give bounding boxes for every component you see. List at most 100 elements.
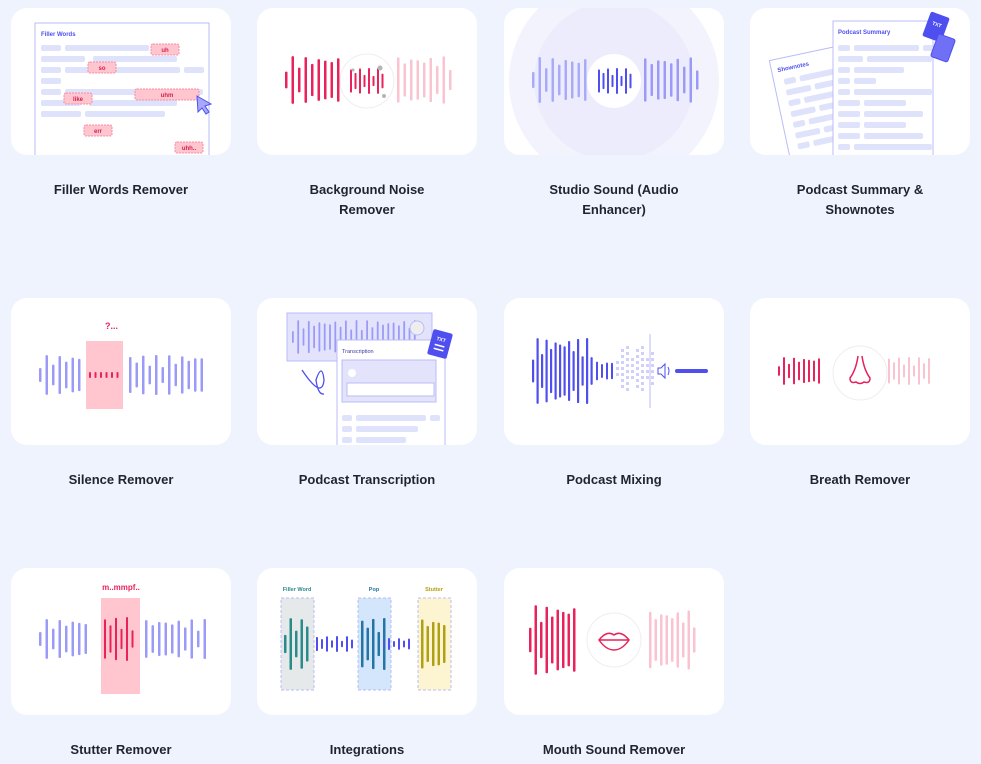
wave-bar [177, 620, 180, 658]
doc-heading: Filler Words [41, 32, 76, 38]
tool-title[interactable]: Studio Sound (Audio Enhancer) [549, 182, 679, 217]
wave-bar [625, 68, 627, 94]
wave-bar [337, 58, 340, 102]
wave-bar [536, 338, 539, 404]
wave-bar [558, 64, 561, 96]
wave-bar [388, 638, 390, 650]
text-placeholder [342, 437, 352, 443]
tool-card-podcast-transcription[interactable]: Transcription TXT Podcast Transcription [257, 298, 477, 490]
wave-bar [671, 618, 674, 662]
wave-bar [300, 619, 303, 669]
tool-title[interactable]: Mouth Sound Remover [542, 742, 686, 757]
wave-bar [126, 617, 128, 661]
tool-card-stutter-remover[interactable]: m..mmpf.. Stutter Remover [11, 568, 231, 760]
file-label: TXT [436, 336, 447, 344]
wave-bar [783, 357, 785, 385]
wave-bar [584, 59, 587, 101]
wave-bar [893, 362, 895, 380]
text-placeholder [356, 426, 418, 432]
wave-bar [65, 625, 68, 653]
wave-bar [432, 621, 435, 667]
tool-card-breath-remover[interactable]: Breath Remover [750, 298, 970, 490]
wave-bar [334, 321, 337, 353]
summary-heading: Podcast Summary [838, 30, 891, 36]
wave-bar [78, 622, 81, 656]
wave-bar [416, 60, 419, 100]
wave-bar [573, 608, 576, 672]
noise-dot [351, 68, 355, 72]
tool-title[interactable]: Silence Remover [68, 472, 174, 487]
wave-bar [190, 619, 193, 659]
tool-illustration: Transcription TXT [257, 298, 477, 445]
wave-bar [383, 641, 385, 647]
wave-bar [331, 640, 333, 648]
wave-bar [84, 623, 87, 655]
wave-bar [616, 68, 618, 94]
wave-bar [567, 613, 570, 667]
tool-title[interactable]: Podcast Transcription [298, 472, 436, 487]
wave-bar [94, 372, 97, 378]
wave-bar [676, 612, 679, 668]
wave-bar [577, 62, 580, 98]
text-placeholder [793, 120, 806, 128]
wave-bar [532, 359, 535, 383]
text-placeholder [864, 122, 906, 128]
wave-bar [184, 627, 187, 651]
text-placeholder [838, 45, 850, 51]
wave-bar [908, 357, 910, 385]
wave-bar [354, 72, 357, 90]
wave-bar [545, 339, 548, 403]
text-placeholder [356, 415, 426, 421]
wave-bar [323, 323, 326, 351]
wave-bar [129, 357, 132, 393]
wave-bar [540, 621, 543, 659]
wave-bar [307, 320, 310, 354]
wave-bar [115, 617, 117, 661]
wave-bar [778, 366, 780, 376]
wave-bar [135, 362, 138, 388]
wave-bar [285, 71, 288, 89]
text-placeholder [41, 45, 61, 51]
wave-bar [559, 344, 562, 398]
filler-tag [150, 43, 180, 56]
wave-bar [620, 75, 623, 87]
tool-card-background-noise-remover[interactable]: Background Noise Remover [257, 8, 477, 220]
wave-bar [313, 325, 315, 349]
cursor-icon [196, 95, 213, 115]
wave-bar [318, 322, 321, 352]
tool-card-studio-sound-audio-enhancer[interactable]: Studio Sound (Audio Enhancer) [504, 8, 724, 220]
text-placeholder [838, 56, 863, 62]
tool-title[interactable]: Podcast Mixing [566, 472, 662, 487]
tool-title[interactable]: Background Noise Remover [309, 182, 425, 217]
tool-title[interactable]: Podcast Summary & Shownotes [796, 182, 924, 217]
wave-bar [683, 66, 686, 94]
wave-bar [403, 63, 406, 97]
text-placeholder [799, 67, 840, 82]
wave-bar [436, 66, 439, 94]
wave-bar [693, 627, 696, 653]
wave-bar [788, 363, 790, 379]
wave-bar [663, 61, 666, 99]
wave-bar [654, 619, 657, 661]
tool-title[interactable]: Breath Remover [809, 472, 911, 487]
wave-bar [104, 619, 106, 659]
tool-title[interactable]: Integrations [329, 742, 405, 757]
tool-card-mouth-sound-remover[interactable]: Mouth Sound Remover [504, 568, 724, 760]
filler-tag-label: uhm [161, 93, 174, 99]
text-placeholder [89, 100, 177, 106]
tool-card-silence-remover[interactable]: ?... Silence Remover [11, 298, 231, 490]
text-placeholder [864, 100, 906, 106]
tool-card-integrations[interactable]: Filler Word Pop Stutter Integrations [257, 568, 477, 760]
summary-doc [832, 20, 934, 155]
tool-card-filler-words-remover[interactable]: Filler Words uh so like uhm err uhh.. Fille… [11, 8, 231, 200]
tool-illustration [504, 8, 724, 155]
wave-bar [818, 358, 820, 384]
file-icon: TXT [427, 329, 453, 359]
tool-title[interactable]: Stutter Remover [70, 742, 172, 757]
wave-bar [393, 641, 395, 647]
tool-card-podcast-summary-shownotes[interactable]: Shownotes Podcast Summary TXT Podcast Su… [750, 8, 970, 220]
tool-title[interactable]: Filler Words Remover [53, 182, 189, 197]
tool-card-podcast-mixing[interactable]: Podcast Mixing [504, 298, 724, 490]
text-placeholder [797, 141, 810, 150]
wave-bar [650, 64, 653, 96]
